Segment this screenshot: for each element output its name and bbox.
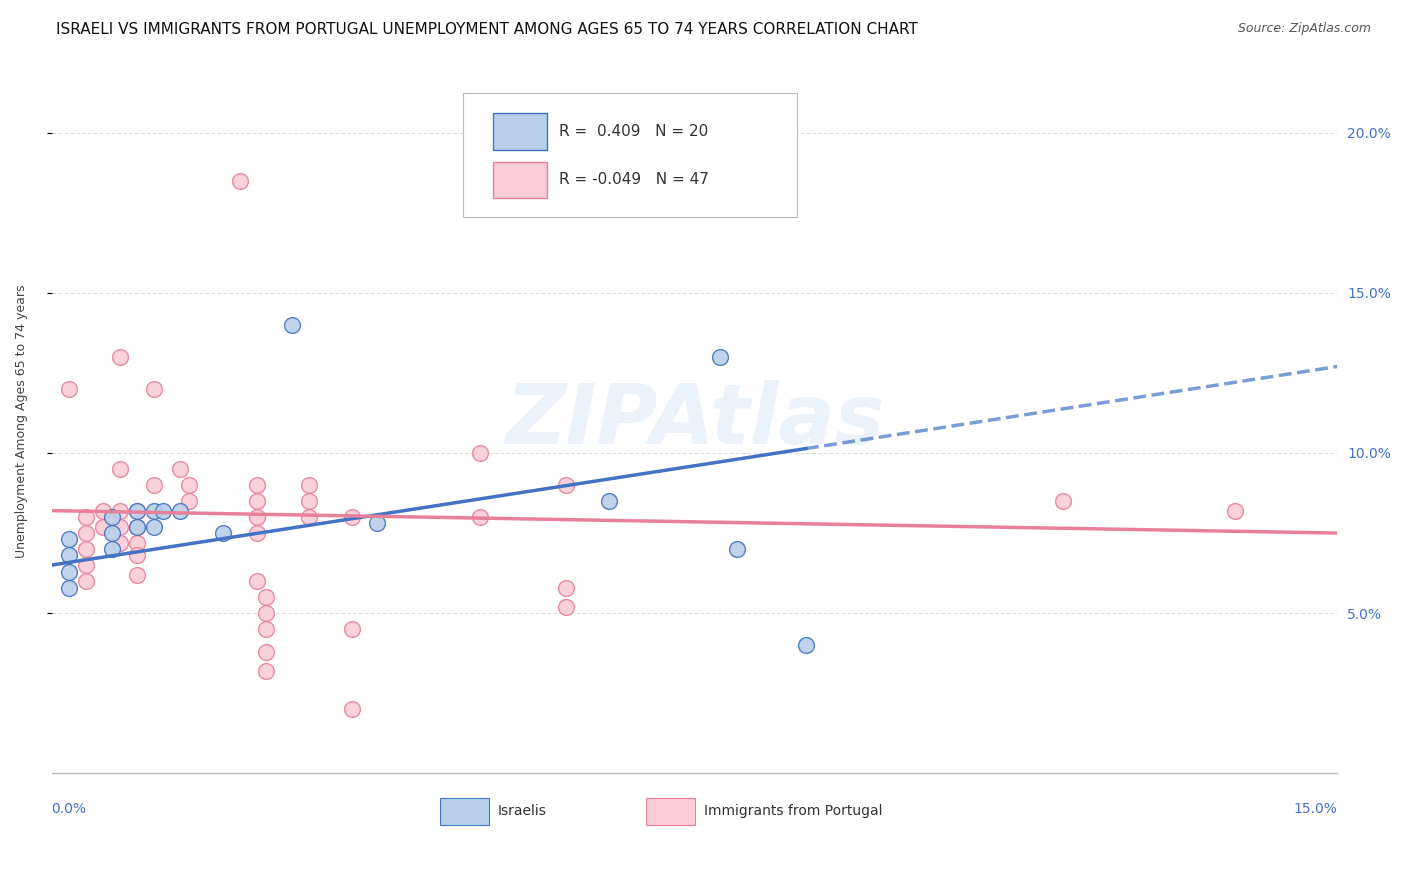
Point (229, 174, 252, 188)
Point (280, 318, 302, 332)
Point (143, 478, 166, 492)
Point (127, 519, 149, 533)
Point (246, 574, 269, 588)
Point (340, 702, 363, 716)
Point (127, 567, 149, 582)
Text: R =  0.409   N = 20: R = 0.409 N = 20 (560, 124, 709, 139)
Point (108, 535, 131, 549)
Point (127, 503, 149, 517)
Point (470, 510, 492, 524)
Text: ISRAELI VS IMMIGRANTS FROM PORTUGAL UNEMPLOYMENT AMONG AGES 65 TO 74 YEARS CORRE: ISRAELI VS IMMIGRANTS FROM PORTUGAL UNEM… (56, 22, 918, 37)
Point (470, 446, 492, 460)
Point (340, 622, 363, 636)
Point (91, 503, 114, 517)
Y-axis label: Unemployment Among Ages 65 to 74 years: Unemployment Among Ages 65 to 74 years (15, 285, 28, 558)
Point (246, 478, 269, 492)
Text: Israelis: Israelis (498, 805, 547, 818)
Point (143, 519, 166, 533)
Point (75, 558, 97, 573)
Point (169, 503, 191, 517)
Point (555, 581, 578, 595)
Point (127, 519, 149, 533)
Point (254, 664, 277, 678)
Point (108, 350, 131, 364)
FancyBboxPatch shape (463, 93, 797, 217)
FancyBboxPatch shape (492, 161, 547, 198)
Text: 15.0%: 15.0% (1294, 802, 1337, 815)
Point (340, 510, 363, 524)
Point (58, 549, 80, 563)
Point (108, 462, 131, 476)
Point (75, 542, 97, 557)
Point (75, 526, 97, 541)
Point (152, 503, 174, 517)
Point (177, 494, 200, 508)
Point (100, 510, 122, 524)
Point (794, 638, 817, 652)
Text: 0.0%: 0.0% (52, 802, 87, 815)
Point (555, 478, 578, 492)
Point (58, 565, 80, 579)
Point (366, 516, 388, 531)
Point (143, 503, 166, 517)
Text: Immigrants from Portugal: Immigrants from Portugal (703, 805, 882, 818)
Point (91, 519, 114, 533)
Point (127, 503, 149, 517)
Point (58, 533, 80, 547)
Point (298, 478, 321, 492)
Point (100, 542, 122, 557)
Point (1223, 503, 1246, 517)
Point (246, 510, 269, 524)
Text: R = -0.049   N = 47: R = -0.049 N = 47 (560, 172, 710, 187)
Point (212, 526, 235, 541)
Point (127, 535, 149, 549)
Point (75, 574, 97, 588)
Point (254, 622, 277, 636)
Text: ZIPAtlas: ZIPAtlas (505, 380, 884, 461)
Text: Source: ZipAtlas.com: Source: ZipAtlas.com (1237, 22, 1371, 36)
Point (598, 494, 620, 508)
Point (1052, 494, 1074, 508)
Point (58, 382, 80, 396)
Point (254, 606, 277, 620)
Point (108, 519, 131, 533)
Point (108, 503, 131, 517)
Point (555, 599, 578, 614)
Point (58, 581, 80, 595)
Point (298, 494, 321, 508)
FancyBboxPatch shape (645, 798, 695, 825)
Point (127, 549, 149, 563)
Point (75, 510, 97, 524)
Point (709, 350, 731, 364)
Point (143, 382, 166, 396)
Point (100, 526, 122, 541)
Point (246, 526, 269, 541)
FancyBboxPatch shape (440, 798, 489, 825)
Point (169, 462, 191, 476)
Point (725, 542, 748, 557)
Point (254, 644, 277, 658)
Point (246, 494, 269, 508)
Point (298, 510, 321, 524)
FancyBboxPatch shape (492, 113, 547, 150)
Point (177, 478, 200, 492)
Point (254, 590, 277, 604)
